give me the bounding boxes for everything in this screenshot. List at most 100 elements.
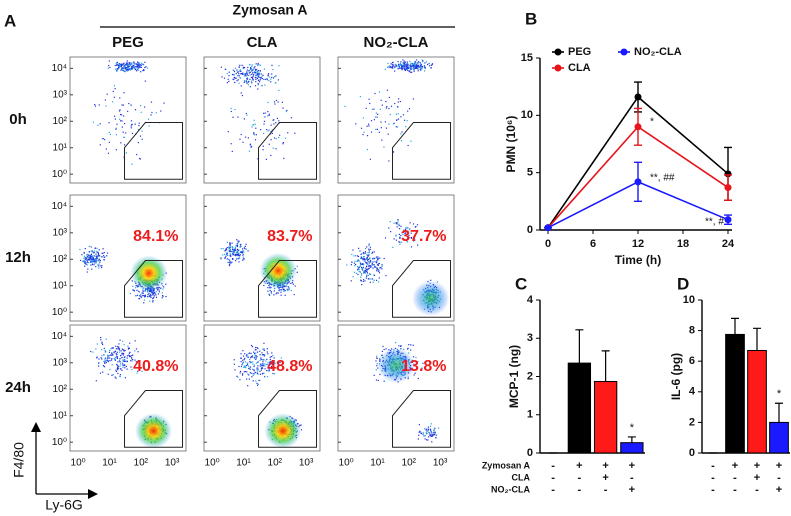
event-dot: [357, 247, 360, 249]
event-dot: [132, 66, 134, 68]
event-dot: [400, 234, 402, 237]
flow-y-tick-label: 10²: [53, 254, 68, 265]
event-dot: [381, 264, 383, 266]
event-dot: [266, 348, 268, 350]
event-dot: [253, 352, 256, 355]
event-dot: [415, 67, 417, 70]
event-dot: [118, 360, 121, 362]
event-dot: [250, 146, 252, 148]
event-dot: [256, 351, 259, 353]
event-dot: [127, 67, 129, 69]
point: [634, 93, 642, 101]
condition-sign: +: [602, 460, 608, 472]
event-dot: [260, 369, 263, 371]
event-dot: [393, 222, 395, 224]
event-dot: [90, 250, 92, 252]
event-dot: [84, 265, 86, 267]
event-dot: [256, 355, 258, 358]
event-dot: [270, 286, 272, 289]
event-dot: [268, 76, 270, 78]
event-dot: [408, 66, 410, 68]
event-dot: [127, 69, 129, 71]
event-dot: [107, 354, 109, 356]
event-dot: [230, 255, 232, 257]
event-dot: [368, 244, 370, 247]
event-dot: [111, 358, 113, 360]
event-dot: [244, 366, 246, 368]
flow-x-tick-label: 10³: [299, 458, 314, 469]
event-dot: [229, 243, 231, 245]
event-dot: [383, 380, 386, 382]
event-dot: [411, 71, 413, 73]
event-dot: [245, 367, 247, 369]
event-dot: [140, 64, 143, 66]
event-dot: [399, 243, 401, 245]
condition-sign: -: [711, 484, 715, 496]
event-dot: [160, 110, 162, 112]
row-label: 24h: [5, 379, 31, 396]
event-dot: [268, 370, 270, 372]
event-dot: [408, 108, 411, 110]
event-dot: [264, 376, 266, 378]
event-dot: [361, 257, 363, 259]
event-dot: [121, 126, 123, 128]
event-dot: [256, 71, 258, 73]
event-dot: [398, 65, 400, 67]
event-dot: [84, 247, 86, 250]
event-dot: [141, 130, 143, 132]
event-dot: [107, 67, 109, 69]
event-dot: [88, 251, 91, 253]
event-dot: [364, 270, 366, 272]
event-dot: [379, 108, 382, 110]
event-dot: [278, 136, 280, 139]
event-dot: [253, 134, 256, 136]
event-dot: [109, 357, 111, 359]
event-dot: [124, 67, 126, 69]
event-dot: [373, 108, 375, 110]
event-dot: [129, 355, 131, 357]
event-dot: [131, 67, 133, 69]
event-dot: [414, 66, 416, 68]
legend-marker: [554, 64, 562, 72]
event-dot: [239, 370, 242, 373]
event-dot: [263, 354, 266, 356]
point: [724, 184, 732, 192]
event-dot: [122, 366, 124, 368]
event-dot: [426, 433, 428, 435]
event-dot: [141, 292, 143, 294]
condition-sign: +: [576, 460, 582, 472]
event-dot: [426, 63, 429, 66]
event-dot: [245, 248, 247, 250]
event-dot: [102, 371, 104, 373]
event-dot: [413, 63, 415, 65]
event-dot: [245, 74, 247, 76]
event-dot: [255, 354, 257, 357]
event-dot: [253, 119, 255, 121]
event-dot: [416, 368, 418, 370]
event-dot: [101, 252, 103, 255]
event-dot: [149, 300, 151, 302]
event-dot: [135, 287, 137, 289]
event-dot: [404, 64, 406, 66]
event-dot: [268, 79, 270, 82]
event-dot: [388, 227, 390, 229]
event-dot: [392, 64, 395, 66]
event-dot: [137, 370, 139, 372]
event-dot: [229, 246, 232, 248]
event-dot: [366, 272, 368, 274]
event-dot: [95, 253, 97, 255]
flow-plot: [203, 194, 321, 322]
event-dot: [238, 82, 240, 84]
density-core: [130, 255, 168, 291]
event-dot: [122, 68, 124, 70]
event-dot: [260, 77, 262, 79]
event-dot: [263, 372, 265, 374]
event-dot: [246, 78, 248, 80]
event-dot: [373, 279, 375, 281]
event-dot: [271, 352, 273, 354]
event-dot: [234, 246, 236, 248]
event-dot: [258, 76, 260, 78]
event-dot: [407, 227, 409, 229]
event-dot: [119, 97, 121, 99]
event-dot: [362, 117, 364, 119]
